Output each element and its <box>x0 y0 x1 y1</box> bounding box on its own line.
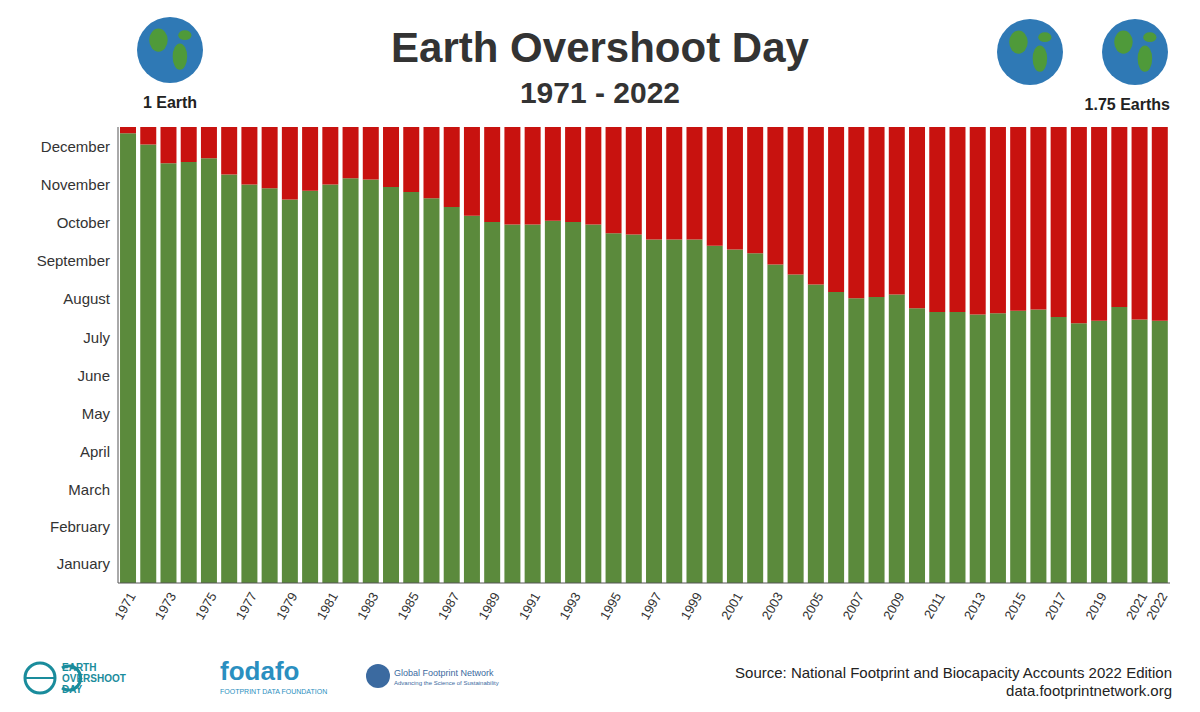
svg-text:2021: 2021 <box>1122 589 1151 623</box>
svg-text:August: August <box>63 290 111 307</box>
svg-text:2007: 2007 <box>840 590 867 623</box>
svg-text:February: February <box>50 518 111 535</box>
svg-text:2003: 2003 <box>759 590 786 623</box>
svg-text:1999: 1999 <box>678 590 705 623</box>
svg-text:1989: 1989 <box>475 590 502 623</box>
html-text:Advancing the Science of Susta: Advancing the Science of Sustainability <box>394 680 499 686</box>
svg-text:September: September <box>37 252 110 269</box>
svg-text:2022: 2022 <box>1143 590 1170 623</box>
svg-text:1977: 1977 <box>233 590 260 623</box>
svg-text:1983: 1983 <box>354 590 381 623</box>
svg-text:1975: 1975 <box>192 590 219 623</box>
svg-text:October: October <box>57 214 110 231</box>
svg-text:1993: 1993 <box>556 590 583 623</box>
html-text:Source: National Footprint and: Source: National Footprint and Biocapaci… <box>735 664 1172 681</box>
svg-text:2005: 2005 <box>799 590 826 623</box>
html-text:EARTH: EARTH <box>62 662 97 673</box>
svg-text:July: July <box>83 329 110 346</box>
svg-text:January: January <box>57 555 111 572</box>
svg-text:2013: 2013 <box>961 590 988 623</box>
svg-text:1973: 1973 <box>152 590 179 623</box>
svg-text:2017: 2017 <box>1042 590 1069 623</box>
svg-text:2019: 2019 <box>1082 590 1109 623</box>
svg-text:December: December <box>41 138 110 155</box>
html-text:fodafo: fodafo <box>220 656 300 686</box>
svg-text:2011: 2011 <box>921 590 948 622</box>
svg-text:1995: 1995 <box>597 590 624 623</box>
html-text:data.footprintnetwork.org: data.footprintnetwork.org <box>1006 682 1172 699</box>
html-text:1971 - 2022: 1971 - 2022 <box>519 76 681 109</box>
html-text:FOOTPRINT DATA FOUNDATION: FOOTPRINT DATA FOUNDATION <box>220 688 328 695</box>
svg-text:1991: 1991 <box>516 590 543 623</box>
html-text:Global Footprint Network: Global Footprint Network <box>394 668 494 678</box>
html-text:1 Earth: 1 Earth <box>142 94 198 111</box>
svg-text:June: June <box>77 367 110 384</box>
svg-text:November: November <box>41 176 110 193</box>
svg-text:2015: 2015 <box>1001 590 1028 623</box>
html-text:DAY: DAY <box>62 684 83 695</box>
svg-text:2001: 2001 <box>718 590 745 623</box>
svg-text:1981: 1981 <box>314 590 341 623</box>
svg-text:1971: 1971 <box>111 590 138 623</box>
html-text:OVERSHOOT: OVERSHOOT <box>62 673 126 684</box>
svg-text:1979: 1979 <box>273 590 300 623</box>
svg-text:2009: 2009 <box>880 590 907 623</box>
svg-text:May: May <box>82 405 111 422</box>
svg-text:1985: 1985 <box>394 590 421 623</box>
html-text:Earth Overshoot Day: Earth Overshoot Day <box>391 24 809 71</box>
svg-text:April: April <box>80 443 110 460</box>
html-text:1.75 Earths: 1.75 Earths <box>1084 96 1170 113</box>
svg-text:1987: 1987 <box>435 590 462 623</box>
svg-text:1997: 1997 <box>637 590 664 623</box>
svg-text:March: March <box>68 481 110 498</box>
